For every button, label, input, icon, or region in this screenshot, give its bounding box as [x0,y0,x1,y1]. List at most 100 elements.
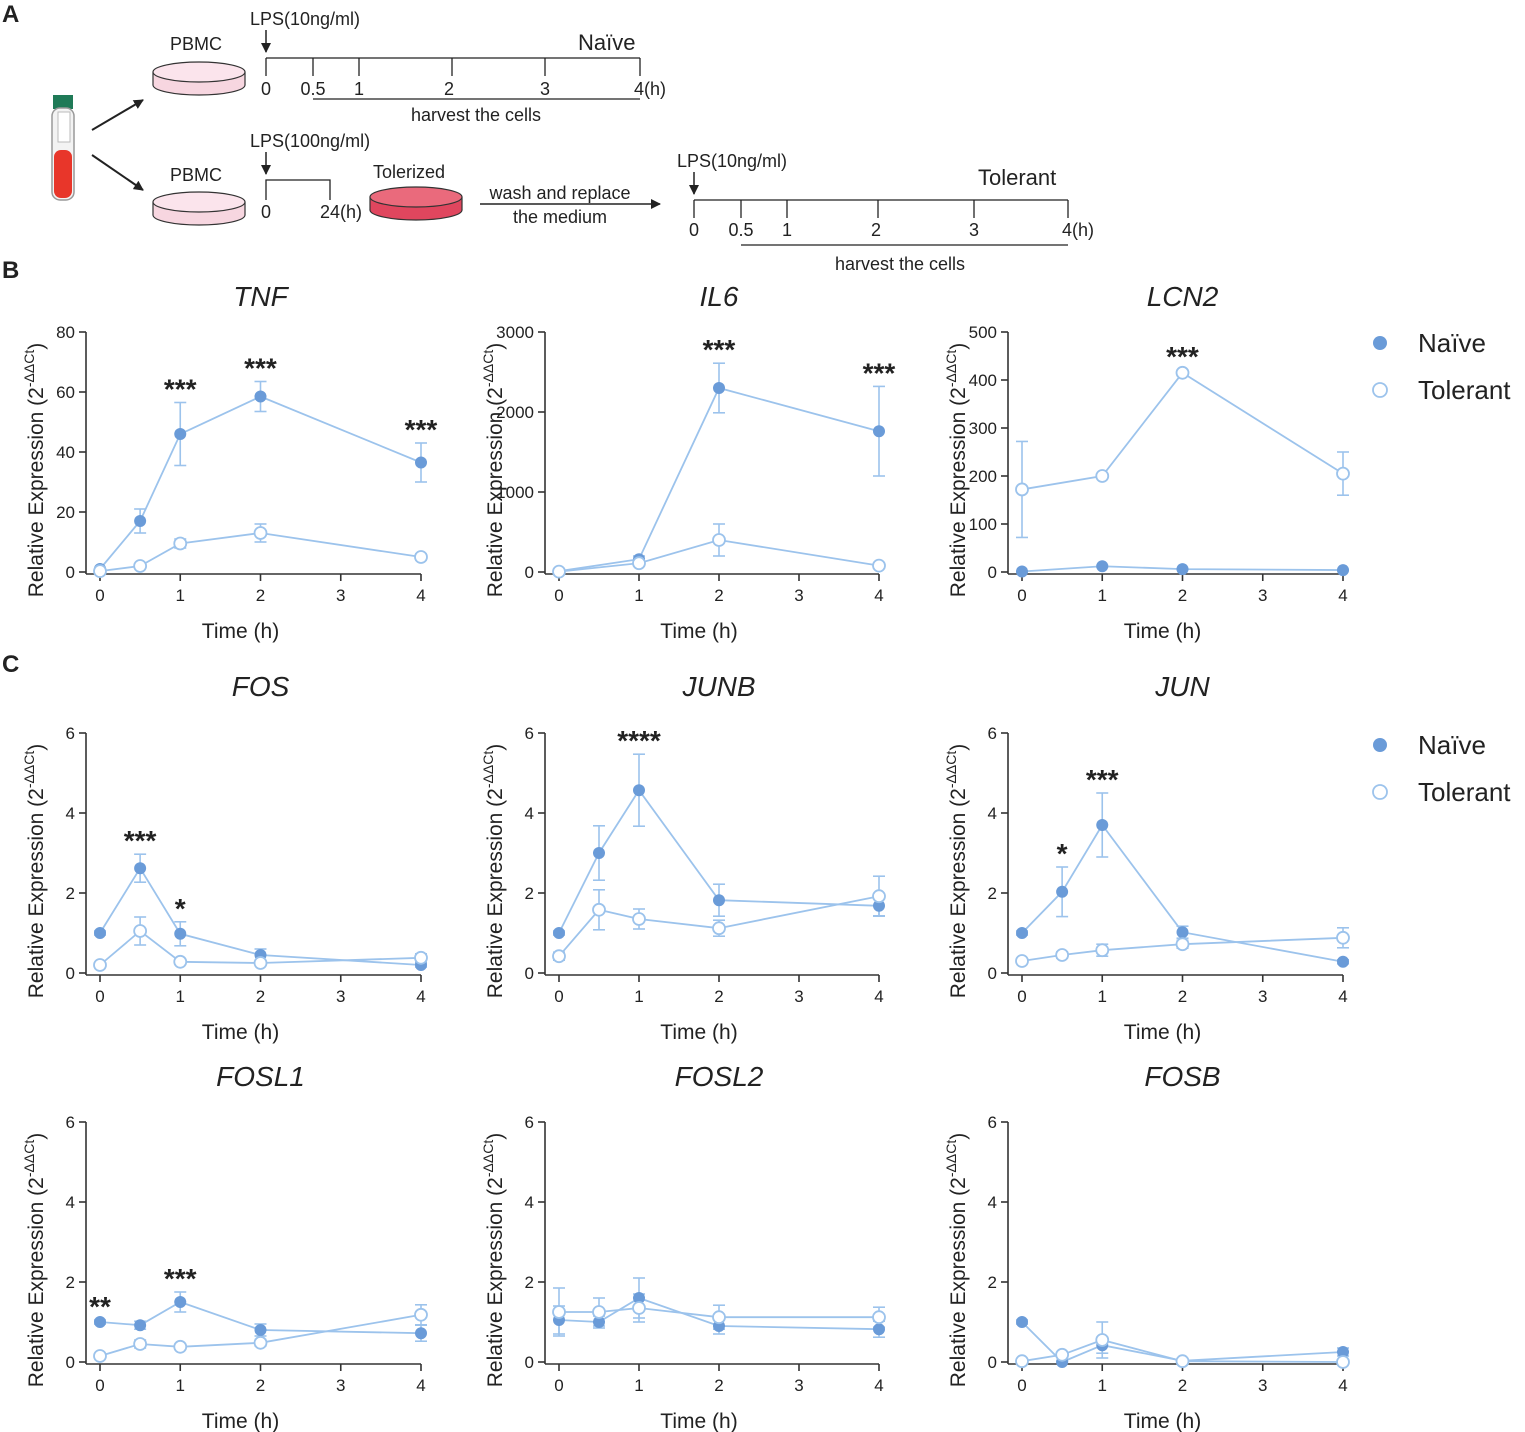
data-point-naive [873,1323,885,1336]
naive-tick-3: 3 [540,79,550,99]
y-tick-label: 100 [969,515,997,534]
data-point-tolerant [1336,466,1350,481]
panel-label-a: A [2,1,19,28]
data-point-naive [134,1319,147,1332]
data-point-naive [94,1316,106,1328]
naive-tick-05: 0.5 [300,79,325,99]
y-tick-label: 2 [525,1273,534,1292]
y-tick-label: 4 [525,1193,534,1212]
data-point-naive [633,784,645,797]
x-tick-label: 1 [634,987,643,1006]
significance-marker: *** [405,414,438,445]
tolerant-tick-4: 4(h) [1062,220,1094,240]
data-point-tolerant [414,1307,428,1322]
x-axis-label: Time (h) [202,1410,279,1432]
x-axis-label: Time (h) [660,1021,737,1044]
data-point-naive [254,1324,267,1336]
data-point-naive [1016,565,1028,578]
data-point-tolerant [1055,1347,1070,1362]
y-axis-label: Relative Expression (2-ΔΔCt) [21,744,48,998]
chart-il6: IL6 0 1000 2000 3000 0 1 2 3 4 Time (h) Relative Ex… [480,281,895,643]
x-tick-label: 3 [336,586,345,605]
tolerant-label: Tolerant [978,165,1056,190]
y-tick-label: 4 [66,1193,75,1212]
data-point-tolerant [712,1310,726,1325]
series-line-tolerant [1021,371,1344,491]
significance-marker: *** [703,334,736,365]
x-tick-label: 4 [1338,1376,1347,1395]
y-tick-label: 20 [56,503,75,522]
data-point-tolerant [592,902,606,917]
x-tick-label: 3 [1258,987,1267,1006]
data-point-tolerant [1015,954,1029,968]
chart-fosl2: FOSL2 0 2 4 6 0 1 2 3 4 Time (h) Relative Expressio… [480,1061,886,1432]
legend-naive-marker [1373,738,1387,752]
y-tick-label: 2 [66,884,75,903]
legend-tolerant-marker [1372,382,1388,398]
data-point-naive [1096,819,1109,831]
y-axis-label: Relative Expression (2-ΔΔCt) [943,343,970,597]
y-tick-label: 0 [66,563,75,582]
x-tick-label: 3 [336,1376,345,1395]
x-tick-label: 0 [1017,586,1026,605]
series-line-naive [558,386,880,573]
data-point-tolerant [253,956,268,970]
x-tick-label: 2 [714,987,723,1006]
x-tick-label: 3 [336,987,345,1006]
y-tick-label: 0 [525,563,534,582]
y-tick-label: 40 [56,443,75,462]
naive-label: Naïve [578,30,635,55]
arrow-to-tolerance [91,154,144,191]
y-tick-label: 400 [969,371,997,390]
x-tick-label: 3 [794,586,803,605]
y-axis-label: Relative Expression (2-ΔΔCt) [480,1133,507,1387]
x-tick-label: 0 [554,987,563,1006]
y-tick-label: 4 [525,804,534,823]
blood-tube-icon [51,95,75,201]
y-tick-label: 6 [988,724,997,743]
lps-tolerant-label: LPS(10ng/ml) [677,151,787,171]
x-axis-label: Time (h) [660,1410,737,1432]
pbmc-label-naive: PBMC [170,34,222,54]
data-point-tolerant [1055,948,1070,962]
data-point-tolerant [872,558,886,573]
y-axis-label: Relative Expression (2-ΔΔCt) [21,343,48,597]
x-tick-label: 1 [1098,586,1107,605]
data-point-naive [1016,927,1028,939]
data-point-naive [1056,885,1069,898]
x-tick-label: 1 [176,1376,185,1395]
y-tick-label: 60 [56,383,75,402]
y-tick-label: 0 [988,964,997,983]
data-point-naive [1337,564,1349,577]
data-point-naive [1096,560,1109,573]
x-axis-label: Time (h) [660,620,737,643]
y-tick-label: 0 [988,1353,997,1372]
x-tick-label: 0 [95,586,104,605]
x-tick-label: 3 [1258,586,1267,605]
data-point-tolerant [552,1305,566,1319]
x-axis-label: Time (h) [1124,1410,1201,1432]
y-tick-label: 0 [66,964,75,983]
chart-title: TNF [233,281,289,312]
significance-marker: *** [1086,764,1119,795]
x-tick-label: 4 [874,987,883,1006]
y-tick-label: 300 [969,419,997,438]
data-point-tolerant [133,1337,148,1351]
x-axis-label: Time (h) [202,1021,279,1044]
x-tick-label: 0 [95,987,104,1006]
data-point-naive [415,1327,427,1340]
data-point-tolerant [133,924,148,938]
chart-title: JUNB [681,671,755,702]
x-tick-label: 1 [1098,987,1107,1006]
data-point-naive [174,428,187,440]
panel-label-b: B [2,257,19,284]
y-tick-label: 4 [988,804,997,823]
y-tick-label: 2000 [496,403,534,422]
significance-marker: *** [1166,341,1199,372]
legend-naive-label: Naïve [1418,730,1486,760]
pbmc-label-tolerant: PBMC [170,165,222,185]
data-point-naive [1176,926,1189,939]
data-point-tolerant [712,921,726,936]
data-point-tolerant [712,533,726,547]
y-tick-label: 4 [988,1193,997,1212]
